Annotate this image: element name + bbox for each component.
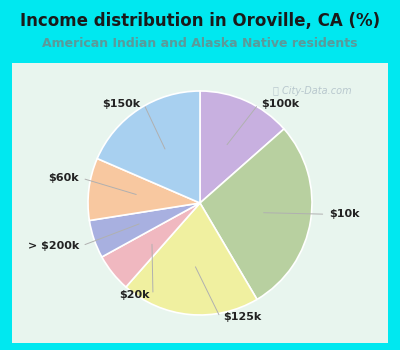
Text: Income distribution in Oroville, CA (%): Income distribution in Oroville, CA (%): [20, 12, 380, 30]
Text: $20k: $20k: [119, 290, 150, 300]
Text: > $200k: > $200k: [28, 240, 79, 251]
Wedge shape: [126, 203, 257, 315]
Wedge shape: [89, 203, 200, 257]
Text: $150k: $150k: [102, 99, 141, 110]
Text: American Indian and Alaska Native residents: American Indian and Alaska Native reside…: [42, 37, 358, 50]
Wedge shape: [200, 91, 284, 203]
Text: $10k: $10k: [329, 209, 359, 219]
Wedge shape: [97, 91, 200, 203]
Text: $125k: $125k: [224, 312, 262, 322]
Text: ⓘ City-Data.com: ⓘ City-Data.com: [274, 86, 352, 96]
Wedge shape: [102, 203, 200, 287]
Wedge shape: [200, 129, 312, 299]
Wedge shape: [88, 159, 200, 220]
Text: $60k: $60k: [48, 173, 79, 183]
FancyBboxPatch shape: [4, 57, 396, 349]
Text: $100k: $100k: [262, 99, 300, 110]
